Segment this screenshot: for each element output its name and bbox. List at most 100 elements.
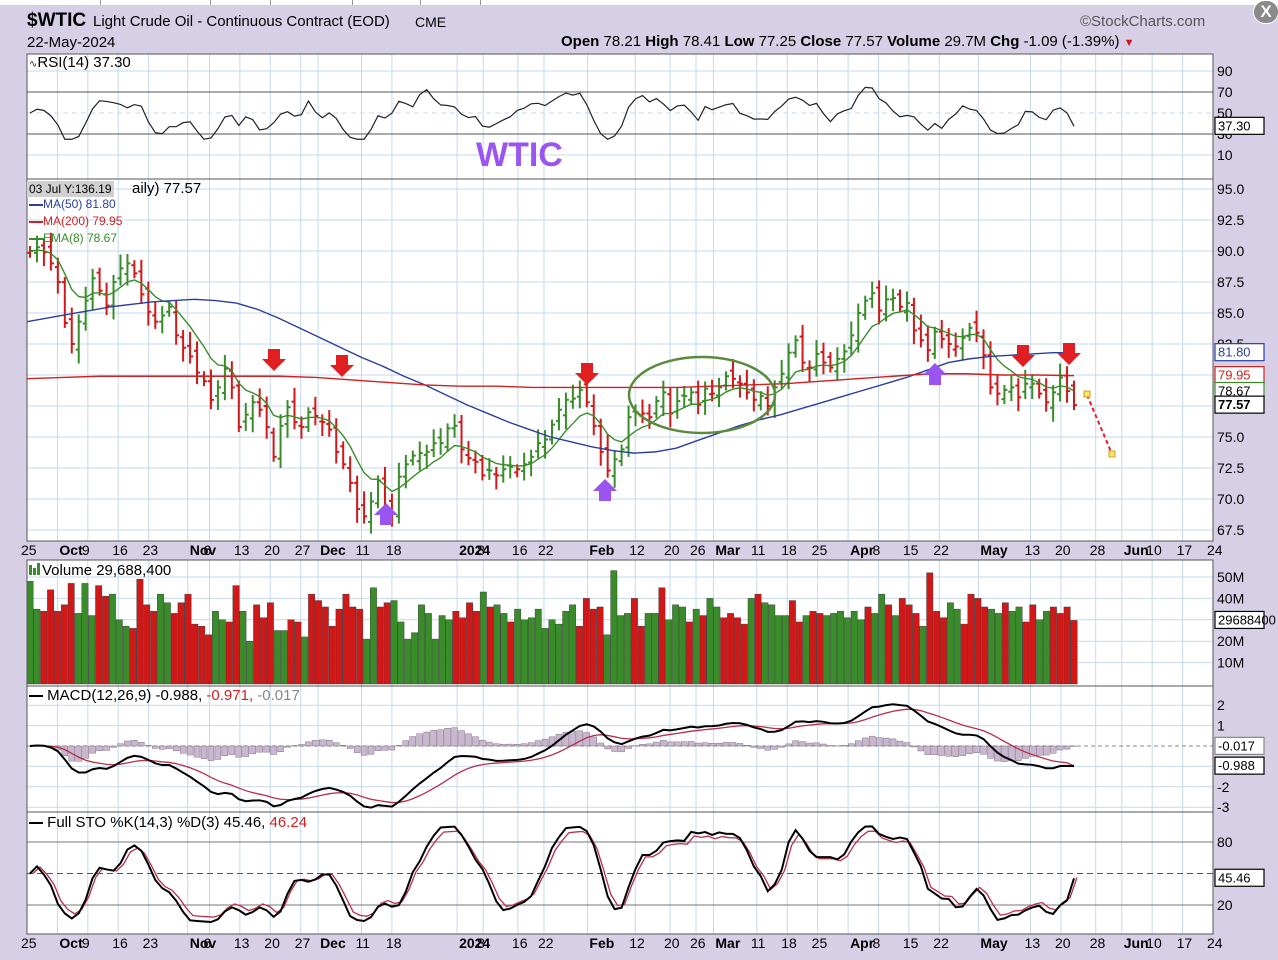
macd-histogram-bar (1042, 745, 1050, 756)
x-tick-label: Apr (850, 542, 875, 558)
volume-bar (672, 604, 680, 685)
macd-histogram-bar (792, 740, 799, 747)
x-tick-label: Mar (715, 542, 740, 558)
macd-histogram-bar (820, 743, 827, 747)
macd-histogram-bar (117, 743, 124, 747)
macd-histogram-bar (207, 745, 215, 761)
x-tick-label: 10 (1146, 935, 1162, 951)
macd-histogram-bar (674, 741, 681, 747)
rsi-panel (27, 54, 1213, 179)
macd-histogram-bar (785, 743, 792, 747)
rsi-tick-label: 70 (1217, 84, 1233, 100)
macd-histogram-bar (138, 742, 145, 747)
volume-bar (466, 602, 473, 685)
x-tick-label: 28 (1090, 542, 1106, 558)
volume-bar (349, 606, 357, 685)
volume-bar (974, 598, 982, 685)
macd-histogram-bar (681, 741, 688, 747)
macd-histogram-bar (472, 736, 479, 747)
volume-bar (60, 604, 68, 685)
volume-bar (280, 630, 288, 685)
volume-bar (424, 613, 432, 685)
rsi-tick-label: 90 (1217, 63, 1233, 79)
volume-bar (40, 611, 48, 685)
stockcharts-brand[interactable]: ©StockCharts.com (1080, 13, 1206, 30)
volume-bar (802, 615, 810, 685)
macd-histogram-bar (778, 745, 785, 748)
macd-histogram-bar (931, 745, 938, 756)
macd-histogram-bar (465, 733, 472, 747)
projection-start-marker (1083, 390, 1091, 398)
volume-bar (734, 617, 741, 685)
macd-histogram-bar (736, 743, 744, 747)
volume-bar (919, 626, 927, 685)
macd-histogram-bar (715, 743, 723, 747)
x-tick-label: 24 (1207, 935, 1223, 951)
volume-bar (685, 621, 693, 685)
volume-bar (115, 619, 123, 685)
volume-bar (912, 613, 920, 685)
ema8-box-label: 78.67 (1218, 383, 1251, 398)
volume-tick-label: 10M (1217, 655, 1244, 671)
crosshair-readout: 03 Jul Y:136.19 (27, 181, 114, 197)
x-tick-label: 16 (512, 542, 528, 558)
macd-histogram-bar (500, 743, 507, 747)
volume-bar (816, 613, 824, 685)
macd-histogram-bar (124, 740, 131, 747)
macd-histogram-bar (806, 742, 813, 747)
macd-histogram-bar (868, 735, 876, 747)
volume-bar (47, 589, 55, 685)
macd-histogram-bar (221, 745, 229, 756)
macd-histogram-bar (520, 743, 528, 747)
x-tick-label: 26 (690, 542, 706, 558)
price-tick-label: 87.5 (1217, 274, 1244, 290)
x-tick-label: 20 (264, 935, 280, 951)
macd-histogram-bar (381, 745, 389, 751)
x-tick-label: 22 (538, 542, 554, 558)
volume-bar (81, 583, 89, 685)
volume-bar (754, 593, 762, 685)
volume-bar (692, 608, 700, 685)
macd-histogram-bar (667, 741, 674, 747)
macd-histogram-bar (701, 742, 709, 747)
volume-bar (191, 623, 199, 685)
volume-bar (225, 621, 233, 685)
volume-tick-label: 50M (1217, 569, 1244, 585)
volume-bar (699, 615, 707, 685)
volume-bar (500, 613, 508, 685)
volume-bar (418, 604, 425, 685)
volume-bar (445, 619, 453, 685)
macd-histogram-bar (416, 733, 423, 747)
volume-bar (390, 600, 398, 685)
volume-bar (582, 598, 590, 685)
volume-tick-label: 20M (1217, 633, 1244, 649)
x-tick-label: 26 (690, 935, 706, 951)
macd-histogram-bar (1001, 745, 1008, 762)
macd-tick-label: 1 (1217, 718, 1225, 734)
macd-histogram-bar (639, 744, 646, 747)
macd-histogram-bar (1063, 745, 1071, 750)
volume-bar (953, 608, 961, 685)
volume-bar (857, 619, 865, 685)
macd-histogram-bar (514, 744, 521, 747)
macd-histogram-bar (604, 745, 611, 750)
macd-histogram-bar (875, 737, 883, 747)
volume-bar (534, 608, 542, 685)
volume-bar (212, 611, 219, 685)
close-button[interactable]: X (1253, 0, 1278, 24)
x-tick-label: 10 (1146, 542, 1162, 558)
volume-bar (775, 615, 783, 685)
price-tick-label: 85.0 (1217, 305, 1244, 321)
volume-bar (1015, 606, 1023, 685)
macd-histogram-bar (493, 743, 500, 747)
volume-bar (898, 598, 906, 685)
x-tick-label: Nov (190, 542, 217, 558)
volume-bar (768, 604, 776, 685)
volume-bar (905, 604, 913, 685)
x-tick-label: 6 (203, 935, 211, 951)
volume-bar (988, 608, 995, 685)
macd-histogram-bar (688, 741, 695, 747)
volume-bar (981, 606, 989, 685)
macd-histogram-bar (103, 745, 110, 751)
